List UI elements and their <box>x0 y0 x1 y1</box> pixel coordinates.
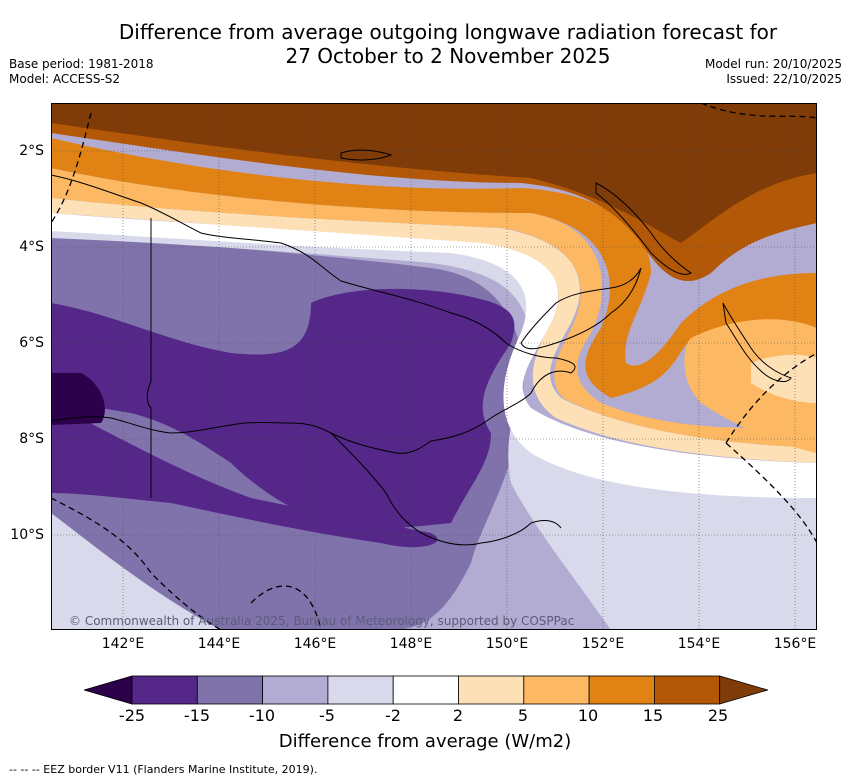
colorbar <box>84 675 768 705</box>
lat-label-6s: 6°S <box>19 335 44 351</box>
map-title: Difference from average outgoing longwav… <box>0 20 850 68</box>
olr-map <box>51 103 817 630</box>
lat-label-8s: 8°S <box>19 431 44 447</box>
colorbar-segment <box>523 675 590 705</box>
meta-left: Base period: 1981-2018 Model: ACCESS-S2 <box>9 57 154 87</box>
colorbar-segment <box>131 675 198 705</box>
lat-label-2s: 2°S <box>19 143 44 159</box>
colorbar-segment <box>392 675 459 705</box>
band-plus15 <box>51 138 817 398</box>
lon-label-150e: 150°E <box>485 636 529 652</box>
colorbar-tick: 15 <box>642 706 664 725</box>
colorbar-tick: 5 <box>517 706 529 725</box>
colorbar-tick: -10 <box>248 706 276 725</box>
lon-label-148e: 148°E <box>389 636 433 652</box>
lon-label-154e: 154°E <box>677 636 721 652</box>
band-plus10-center <box>751 354 817 403</box>
model-name: Model: ACCESS-S2 <box>9 72 121 86</box>
colorbar-tick: 10 <box>577 706 599 725</box>
coastline-new-britain <box>520 267 642 350</box>
lon-label-152e: 152°E <box>581 636 625 652</box>
coastline-new-guinea <box>51 174 576 454</box>
band-minus15-core <box>51 288 515 529</box>
eez-borders <box>51 103 817 630</box>
issued-date: Issued: 22/10/2025 <box>726 72 842 86</box>
colorbar-tick: -5 <box>319 706 335 725</box>
base-period: Base period: 1981-2018 <box>9 57 154 71</box>
band-plus10 <box>51 168 817 448</box>
lon-label-142e: 142°E <box>101 636 145 652</box>
colorbar-tick: 2 <box>452 706 464 725</box>
coastline-manus <box>340 149 393 161</box>
colorbar-segment <box>196 675 264 705</box>
coastline-bougainville <box>722 302 792 382</box>
eez-footnote: -- -- -- EEZ border V11 (Flanders Marine… <box>9 763 318 776</box>
coastline-new-ireland <box>595 182 692 275</box>
lat-label-10s: 10°S <box>10 527 44 543</box>
title-line-2: 27 October to 2 November 2025 <box>285 44 611 68</box>
colorbar-segment <box>654 675 721 705</box>
colorbar-tick: -2 <box>385 706 401 725</box>
band-minus15-sw <box>51 403 438 548</box>
band-minus25 <box>51 373 105 425</box>
colorbar-tick: -25 <box>118 706 146 725</box>
lon-label-144e: 144°E <box>197 636 241 652</box>
title-line-1: Difference from average outgoing longwav… <box>118 20 778 44</box>
copyright-notice: © Commonwealth of Australia 2025, Bureau… <box>69 614 575 628</box>
band-minus2-sw <box>51 503 221 630</box>
graticule <box>51 103 817 630</box>
colorbar-label: Difference from average (W/m2) <box>278 731 572 752</box>
colorbar-segment <box>84 675 133 705</box>
colorbar-segment <box>719 675 768 705</box>
lon-label-156e: 156°E <box>773 636 817 652</box>
colorbar-tick: 25 <box>707 706 729 725</box>
band-minus2-arc <box>51 223 817 630</box>
border-png-indonesia <box>146 218 152 498</box>
colorbar-tick: -15 <box>183 706 211 725</box>
meta-right: Model run: 20/10/2025 Issued: 22/10/2025 <box>705 57 842 87</box>
coastline-south <box>330 432 562 546</box>
lon-label-146e: 146°E <box>293 636 337 652</box>
colorbar-segment <box>458 675 525 705</box>
lat-label-4s: 4°S <box>19 239 44 255</box>
band-plus2 <box>51 213 817 498</box>
band-plus10-east <box>684 317 817 453</box>
colorbar-segment <box>588 675 655 705</box>
model-run: Model run: 20/10/2025 <box>704 57 842 71</box>
colorbar-segment <box>327 675 394 705</box>
colorbar-segment <box>262 675 329 705</box>
band-plus25-core <box>51 103 817 243</box>
